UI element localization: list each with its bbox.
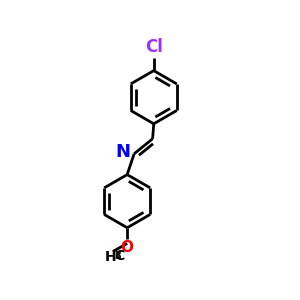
- Text: Cl: Cl: [145, 38, 163, 56]
- Text: C: C: [114, 249, 124, 263]
- Text: H: H: [105, 250, 117, 264]
- Text: N: N: [116, 143, 130, 161]
- Text: O: O: [121, 240, 134, 255]
- Text: 3: 3: [115, 251, 122, 261]
